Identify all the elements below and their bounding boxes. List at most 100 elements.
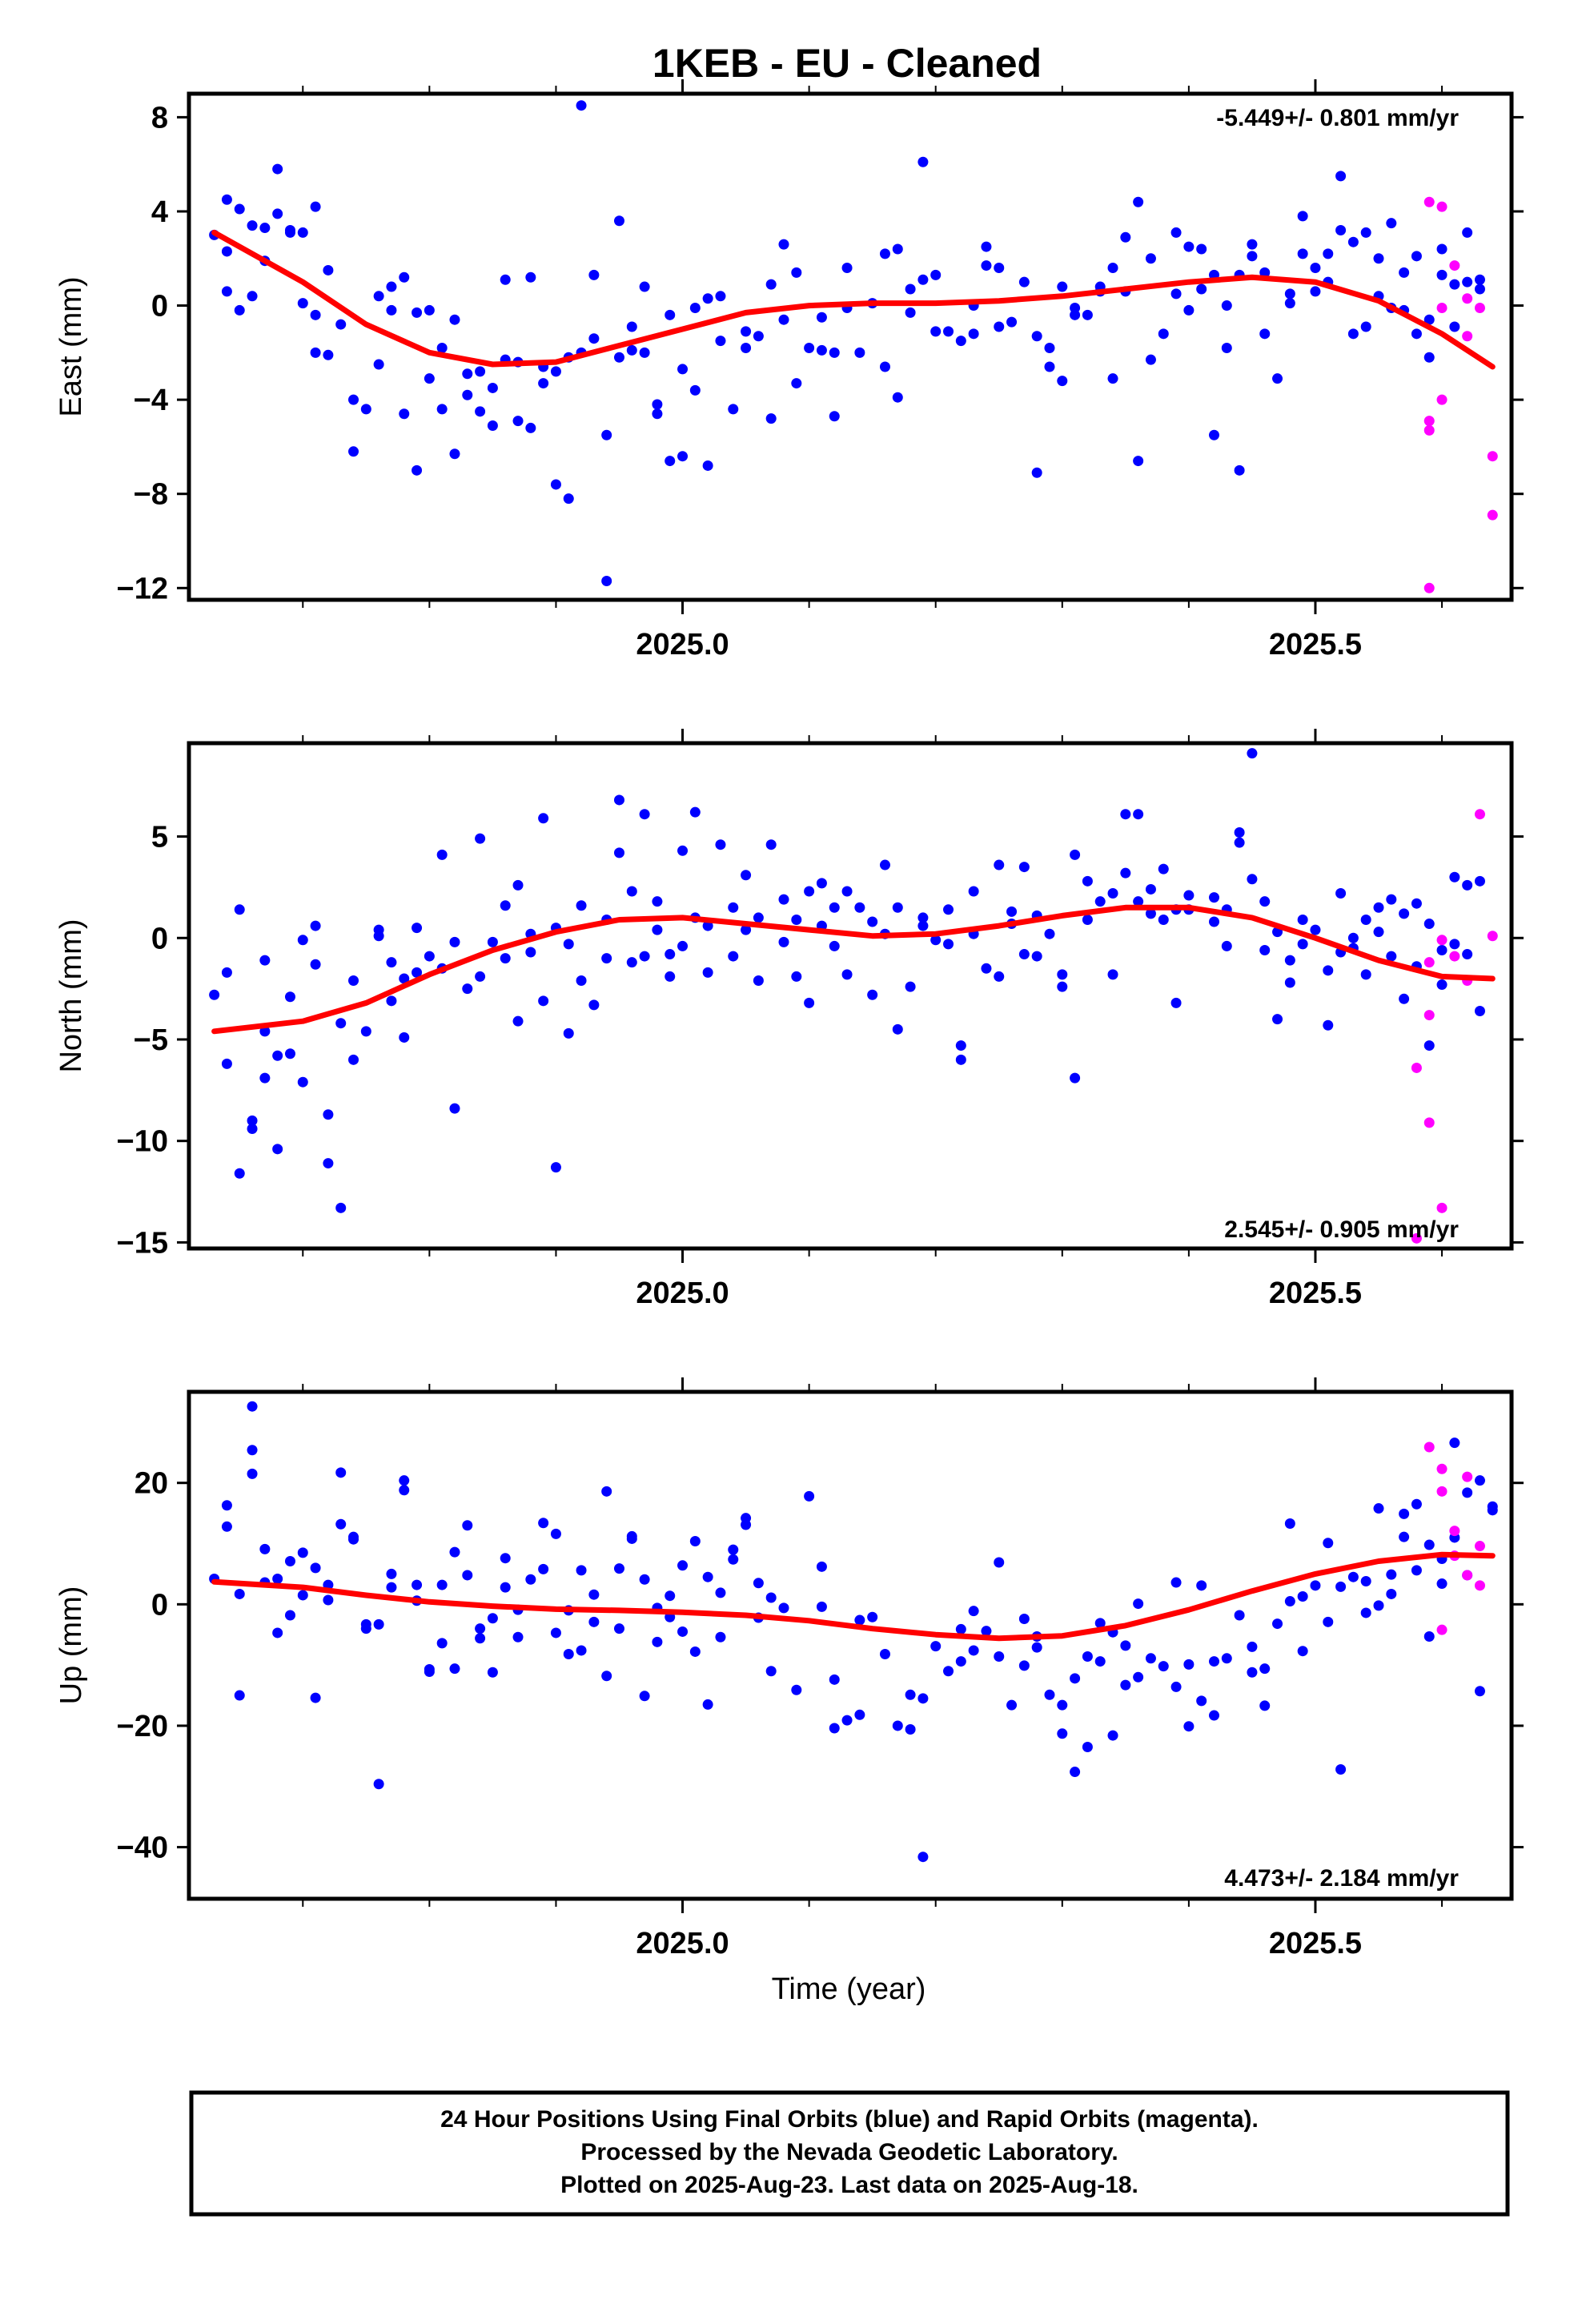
final-orbit-point [626, 1533, 637, 1544]
final-orbit-point [1436, 944, 1447, 955]
final-orbit-point [550, 1627, 561, 1638]
final-orbit-point [994, 1651, 1005, 1663]
trend-curve [211, 904, 1496, 1035]
final-orbit-point [221, 246, 232, 257]
final-orbit-point [500, 1582, 511, 1593]
final-orbit-point [1284, 288, 1295, 300]
final-orbit-point [1411, 328, 1422, 340]
final-orbit-point [525, 271, 536, 283]
final-orbit-point [892, 902, 903, 913]
final-orbit-point [259, 955, 271, 966]
final-orbit-point [1133, 456, 1144, 467]
x-tick-label: 2025.5 [1269, 628, 1362, 661]
final-orbit-point [715, 1631, 726, 1642]
final-orbit-point [702, 967, 713, 978]
final-orbit-point [1310, 1580, 1321, 1591]
final-orbit-point [1018, 1660, 1030, 1671]
final-orbit-point [436, 1579, 448, 1590]
final-orbit-point [829, 347, 840, 358]
final-orbit-point [1360, 1576, 1371, 1587]
final-orbit-point [1247, 251, 1258, 262]
final-orbit-point [1145, 354, 1156, 365]
final-orbit-point [601, 429, 612, 440]
final-orbit-point [601, 1671, 612, 1682]
final-orbit-point [538, 1563, 549, 1574]
final-orbit-point [1082, 309, 1093, 320]
final-orbit-point [943, 326, 954, 337]
rapid-orbit-point [1436, 935, 1447, 946]
y-tick-label: 4 [151, 195, 168, 229]
final-orbit-point [1423, 352, 1435, 363]
final-orbit-point [1170, 997, 1182, 1008]
final-orbit-point [892, 1720, 903, 1731]
final-orbit-point [677, 1560, 689, 1571]
data-points [209, 748, 1498, 1244]
final-orbit-point [1462, 227, 1473, 238]
final-orbit-point [399, 1031, 410, 1043]
final-orbit-point [284, 1048, 295, 1059]
final-orbit-point [652, 896, 663, 907]
final-orbit-point [348, 446, 359, 457]
final-orbit-point [1272, 1014, 1283, 1025]
final-orbit-point [386, 957, 397, 968]
final-orbit-point [677, 940, 689, 951]
final-orbit-point [1208, 1710, 1219, 1721]
final-orbit-point [741, 326, 752, 337]
rapid-orbit-point [1449, 1526, 1460, 1537]
final-orbit-point [576, 100, 587, 111]
final-orbit-point [955, 1623, 966, 1634]
rapid-orbit-point [1474, 1541, 1485, 1552]
final-orbit-point [373, 1779, 384, 1790]
final-orbit-point [360, 1623, 371, 1634]
final-orbit-point [626, 344, 637, 356]
final-orbit-point [1335, 224, 1347, 235]
final-orbit-point [297, 1076, 308, 1088]
final-orbit-point [1006, 1699, 1018, 1711]
final-orbit-point [765, 1592, 777, 1603]
final-orbit-point [816, 1561, 827, 1572]
final-orbit-point [841, 969, 853, 980]
final-orbit-point [1234, 1610, 1245, 1621]
final-orbit-point [613, 794, 624, 806]
final-orbit-point [1474, 274, 1485, 285]
final-orbit-point [1057, 1699, 1068, 1711]
final-orbit-point [576, 1565, 587, 1576]
final-orbit-point [310, 920, 321, 931]
x-tick-label: 2025.5 [1269, 1927, 1362, 1960]
final-orbit-point [892, 243, 903, 255]
final-orbit-point [1070, 1767, 1081, 1778]
final-orbit-point [412, 923, 423, 934]
final-orbit-point [1474, 875, 1485, 887]
final-orbit-point [1297, 211, 1308, 222]
final-orbit-point [487, 1667, 498, 1678]
rapid-orbit-point [1449, 951, 1460, 962]
final-orbit-point [1057, 969, 1068, 980]
final-orbit-point [500, 900, 511, 911]
final-orbit-point [1094, 1656, 1106, 1667]
final-orbit-point [1234, 827, 1245, 838]
rapid-orbit-point [1462, 293, 1473, 304]
final-orbit-point [1183, 1721, 1195, 1732]
y-tick-label: −4 [134, 384, 168, 417]
final-orbit-point [665, 971, 676, 982]
final-orbit-point [1411, 898, 1422, 909]
final-orbit-point [943, 1666, 954, 1677]
x-axis-label: Time (year) [772, 1972, 926, 2006]
final-orbit-point [1373, 253, 1384, 264]
final-orbit-point [1183, 304, 1195, 316]
final-orbit-point [512, 416, 524, 427]
final-orbit-point [1436, 1578, 1447, 1590]
final-orbit-point [1373, 927, 1384, 938]
final-orbit-point [765, 279, 777, 290]
final-orbit-point [626, 886, 637, 897]
final-orbit-point [1094, 1618, 1106, 1629]
final-orbit-point [563, 493, 574, 505]
final-orbit-point [475, 406, 486, 417]
final-orbit-point [854, 1709, 865, 1720]
final-orbit-point [981, 241, 992, 252]
final-orbit-point [765, 1666, 777, 1677]
final-orbit-point [1436, 243, 1447, 255]
final-orbit-point [221, 967, 232, 978]
final-orbit-point [1158, 328, 1169, 340]
final-orbit-point [1018, 276, 1030, 287]
